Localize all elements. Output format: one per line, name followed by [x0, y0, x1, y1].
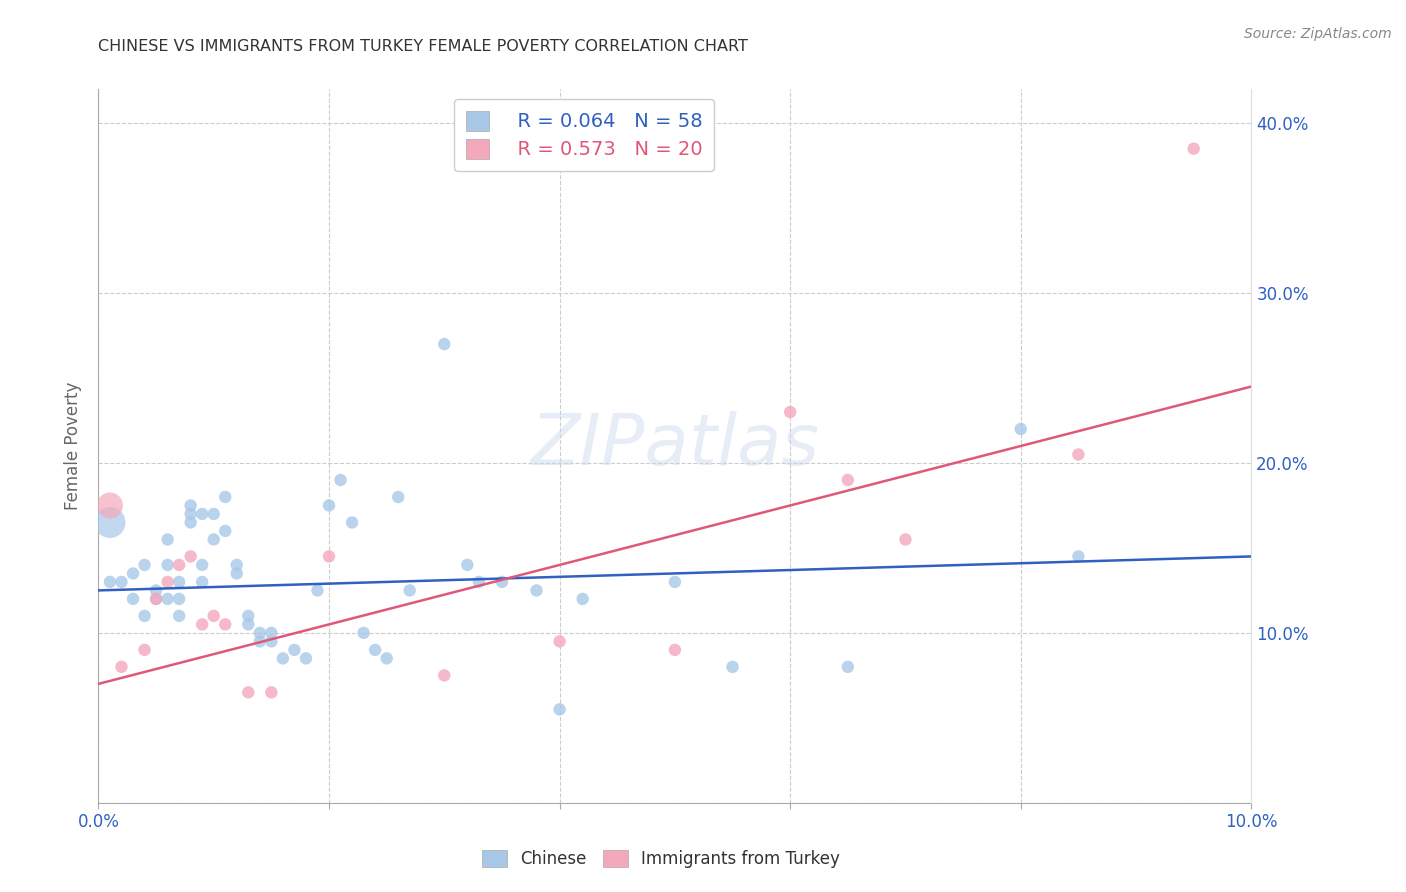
Point — [134, 643, 156, 657]
Point — [260, 634, 283, 648]
Point — [364, 643, 387, 657]
Point — [145, 591, 167, 606]
Point — [134, 558, 156, 572]
Point — [526, 583, 548, 598]
Point — [156, 591, 179, 606]
Point — [202, 507, 225, 521]
Point — [225, 558, 247, 572]
Point — [721, 660, 744, 674]
Text: Source: ZipAtlas.com: Source: ZipAtlas.com — [1244, 27, 1392, 41]
Point — [837, 473, 859, 487]
Point — [214, 490, 236, 504]
Point — [167, 591, 190, 606]
Point — [398, 583, 420, 598]
Point — [156, 558, 179, 572]
Point — [307, 583, 329, 598]
Point — [548, 702, 571, 716]
Point — [837, 660, 859, 674]
Point — [225, 566, 247, 581]
Point — [295, 651, 318, 665]
Point — [145, 583, 167, 598]
Point — [260, 626, 283, 640]
Point — [180, 549, 202, 564]
Point — [122, 591, 145, 606]
Point — [156, 574, 179, 589]
Point — [98, 516, 121, 530]
Point — [167, 608, 190, 623]
Y-axis label: Female Poverty: Female Poverty — [65, 382, 83, 510]
Point — [548, 634, 571, 648]
Point — [318, 499, 340, 513]
Point — [167, 558, 190, 572]
Point — [98, 574, 121, 589]
Point — [180, 507, 202, 521]
Point — [110, 660, 132, 674]
Point — [375, 651, 398, 665]
Point — [1067, 549, 1090, 564]
Point — [249, 634, 271, 648]
Point — [156, 533, 179, 547]
Point — [260, 685, 283, 699]
Point — [491, 574, 513, 589]
Point — [110, 574, 132, 589]
Point — [283, 643, 305, 657]
Legend: Chinese, Immigrants from Turkey: Chinese, Immigrants from Turkey — [475, 843, 846, 875]
Point — [214, 617, 236, 632]
Point — [122, 566, 145, 581]
Point — [340, 516, 363, 530]
Point — [1067, 448, 1090, 462]
Point — [180, 516, 202, 530]
Point — [191, 617, 214, 632]
Point — [202, 608, 225, 623]
Point — [779, 405, 801, 419]
Point — [191, 558, 214, 572]
Point — [191, 574, 214, 589]
Point — [98, 499, 121, 513]
Point — [191, 507, 214, 521]
Point — [202, 533, 225, 547]
Legend:   R = 0.064   N = 58,   R = 0.573   N = 20: R = 0.064 N = 58, R = 0.573 N = 20 — [454, 99, 714, 171]
Point — [134, 608, 156, 623]
Point — [249, 626, 271, 640]
Point — [1182, 142, 1205, 156]
Text: CHINESE VS IMMIGRANTS FROM TURKEY FEMALE POVERTY CORRELATION CHART: CHINESE VS IMMIGRANTS FROM TURKEY FEMALE… — [98, 38, 748, 54]
Text: ZIPatlas: ZIPatlas — [530, 411, 820, 481]
Point — [238, 608, 260, 623]
Point — [271, 651, 294, 665]
Point — [664, 643, 686, 657]
Point — [238, 617, 260, 632]
Point — [433, 337, 456, 351]
Point — [894, 533, 917, 547]
Point — [167, 574, 190, 589]
Point — [1010, 422, 1032, 436]
Point — [433, 668, 456, 682]
Point — [318, 549, 340, 564]
Point — [664, 574, 686, 589]
Point — [387, 490, 409, 504]
Point — [180, 499, 202, 513]
Point — [353, 626, 375, 640]
Point — [571, 591, 593, 606]
Point — [145, 591, 167, 606]
Point — [214, 524, 236, 538]
Point — [468, 574, 491, 589]
Point — [329, 473, 352, 487]
Point — [456, 558, 478, 572]
Point — [238, 685, 260, 699]
